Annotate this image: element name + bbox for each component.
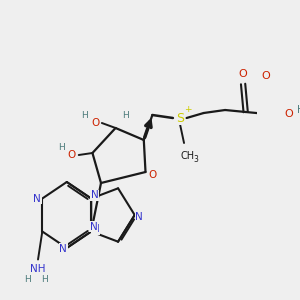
Text: NH: NH: [30, 263, 46, 274]
Text: O: O: [148, 170, 157, 180]
Text: N: N: [92, 224, 99, 235]
Text: N: N: [135, 212, 143, 222]
Text: H: H: [24, 275, 31, 284]
Text: H: H: [41, 275, 48, 284]
Text: O: O: [239, 69, 248, 79]
Text: CH: CH: [180, 151, 194, 161]
Text: +: +: [184, 106, 191, 115]
Text: N: N: [91, 190, 98, 200]
Text: H: H: [58, 143, 65, 152]
Text: N: N: [33, 194, 41, 203]
Text: 3: 3: [194, 155, 199, 164]
Text: N: N: [59, 244, 67, 254]
Text: O: O: [261, 71, 270, 81]
Text: H: H: [81, 110, 88, 119]
Text: H: H: [297, 105, 300, 115]
Text: N: N: [90, 221, 98, 232]
Text: O: O: [284, 109, 293, 119]
Text: H: H: [122, 112, 129, 121]
Text: O: O: [91, 118, 99, 128]
Text: O: O: [68, 150, 76, 160]
Text: S: S: [176, 112, 184, 124]
